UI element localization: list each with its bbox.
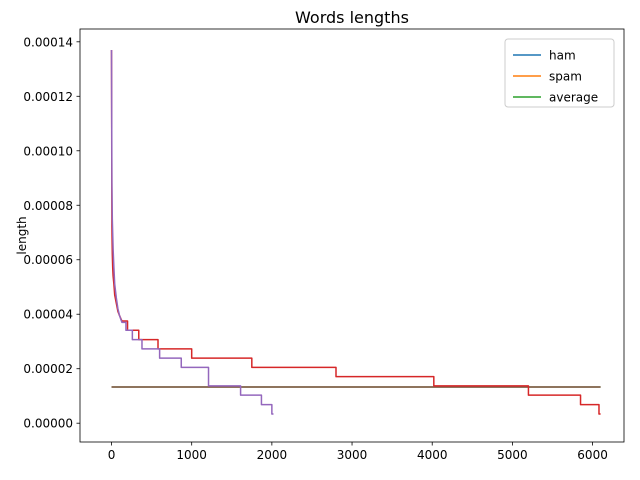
- legend-label-average: average: [549, 91, 598, 105]
- x-tick-label: 1000: [176, 448, 207, 462]
- y-tick-label: 0.00002: [23, 362, 73, 376]
- y-axis-label: length: [15, 216, 29, 254]
- x-tick-label: 0: [108, 448, 116, 462]
- x-tick-label: 2000: [257, 448, 288, 462]
- y-tick-label: 0.00004: [23, 308, 73, 322]
- y-tick-label: 0.00010: [23, 144, 73, 158]
- series-layer: [110, 49, 601, 415]
- y-tick-label: 0.00008: [23, 199, 73, 213]
- y-tick-label: 0.00000: [23, 417, 73, 431]
- x-tick-label: 5000: [497, 448, 528, 462]
- legend-label-spam: spam: [549, 70, 582, 84]
- legend-box: [504, 38, 615, 108]
- axes-layer: 0 1000 2000 3000 4000 5000 6000 0.00000 0.00002 0…: [23, 28, 625, 462]
- series-line-line-3: [110, 49, 601, 415]
- y-tick-label: 0.00014: [23, 35, 73, 49]
- x-tick-label: 4000: [417, 448, 448, 462]
- y-tick-label: 0.00012: [23, 90, 73, 104]
- y-tick-label: 0.00006: [23, 253, 73, 267]
- chart-title: Words lengths: [295, 8, 409, 27]
- series-line-line-4: [110, 49, 274, 415]
- legend: ham spam average: [504, 38, 615, 108]
- legend-label-ham: ham: [549, 49, 576, 63]
- x-tick-label: 3000: [337, 448, 368, 462]
- x-tick-label: 6000: [577, 448, 608, 462]
